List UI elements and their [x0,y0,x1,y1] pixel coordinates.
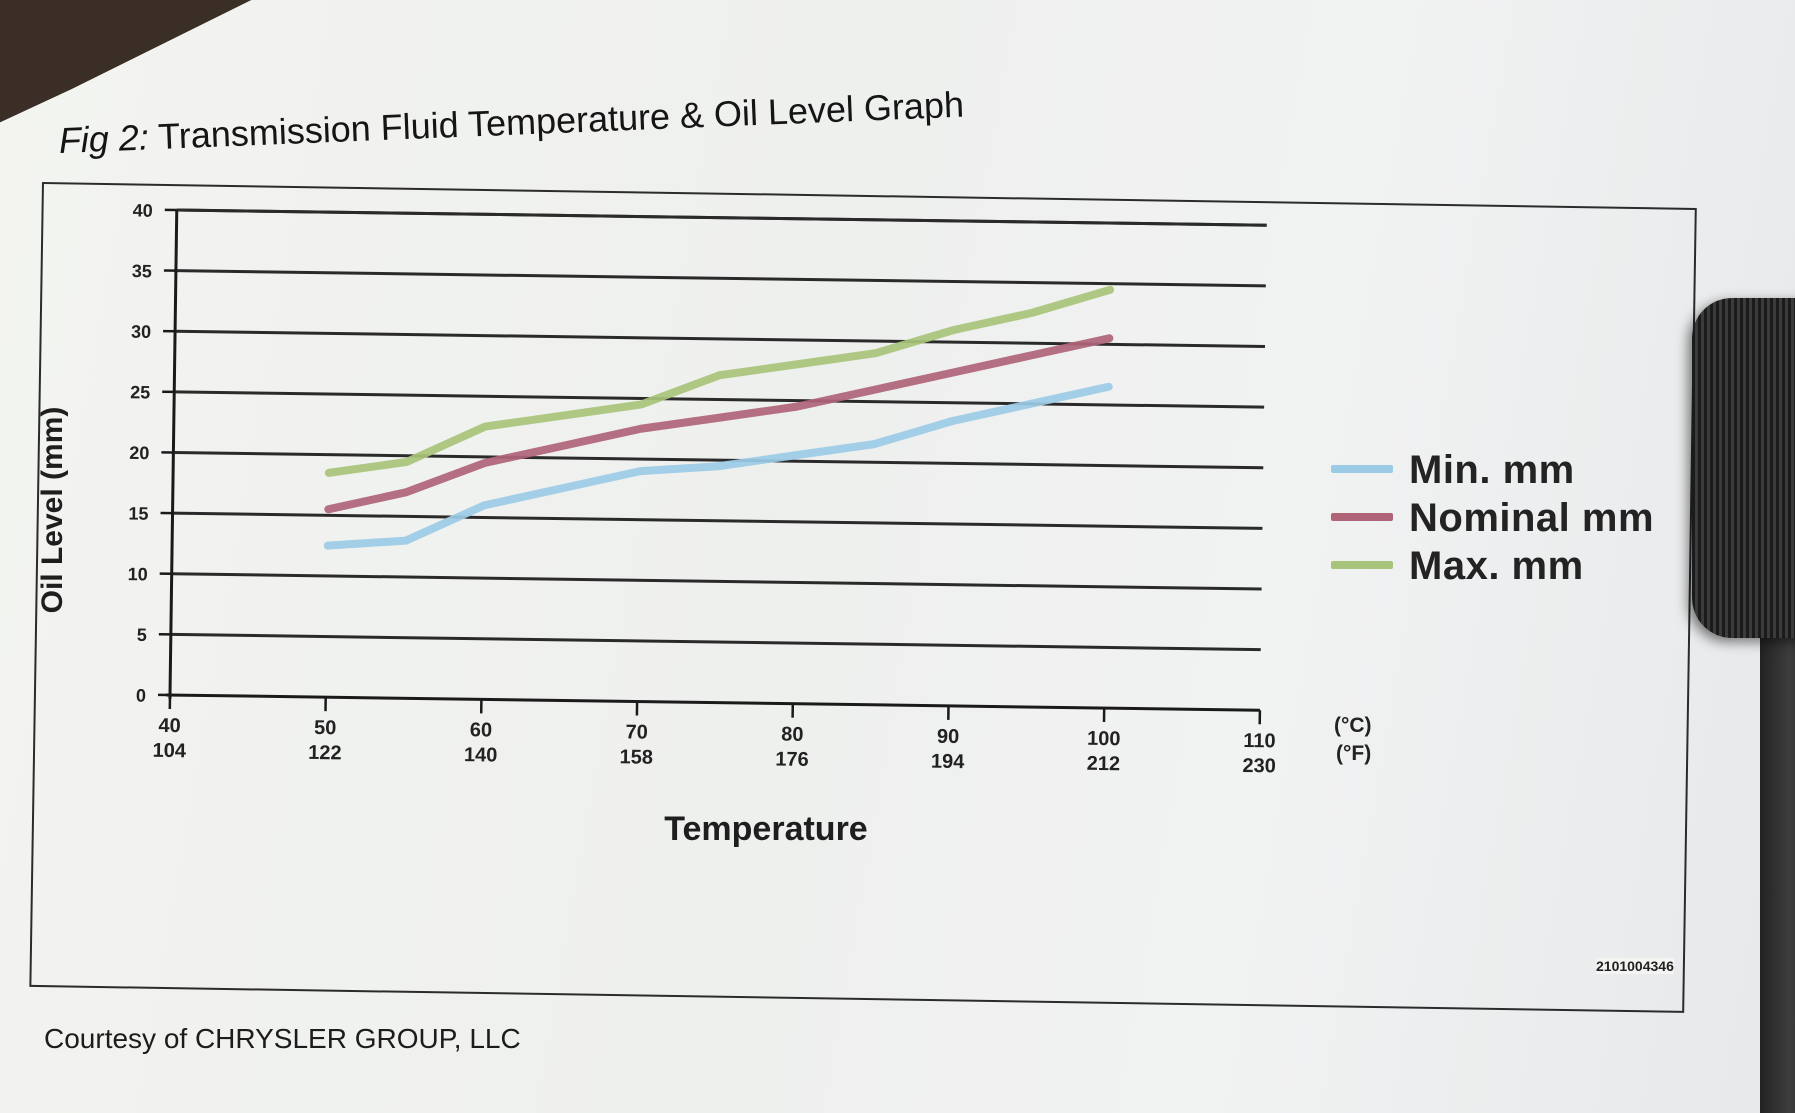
y-axis-line [168,210,179,700]
gridline [170,632,1261,652]
legend-item-nominal: Nominal mm [1325,496,1705,544]
series-line-min-mm [323,382,1113,550]
y-tick-label: 40 [133,200,153,220]
gridline [176,208,1267,227]
x-tick-label-fahrenheit: 158 [619,746,653,768]
x-tick-label-fahrenheit: 176 [775,748,809,770]
legend: Min. mm Nominal mm Max. mm [1325,448,1705,592]
x-tick-label-celsius: 110 [1243,730,1276,752]
x-axis-line [165,693,1260,712]
x-tick-label-fahrenheit: 122 [308,742,342,764]
legend-item-min: Min. mm [1325,448,1705,496]
legend-swatch-nominal [1331,513,1393,521]
knob-shaft [1760,630,1795,1113]
y-tick-label: 10 [128,564,148,584]
x-axis-title: Temperature [664,810,867,848]
gridline [175,269,1266,288]
gridline [174,390,1265,409]
gridline [173,451,1264,470]
gridline [171,572,1262,591]
figure-id-code: 2101004346 [1596,958,1674,974]
legend-label-max: Max. mm [1409,544,1584,588]
x-tick-label-fahrenheit: 104 [152,740,187,762]
legend-swatch-max [1331,561,1393,569]
x-tick-label-celsius: 90 [937,726,960,748]
x-tick-label-fahrenheit: 212 [1087,753,1121,775]
x-tick-label-celsius: 50 [314,717,337,739]
x-tick-label-fahrenheit: 194 [931,751,966,773]
y-tick-label: 5 [137,625,147,645]
x-tick-label-fahrenheit: 230 [1242,755,1276,777]
y-tick-label: 35 [132,261,152,281]
knurled-knob [1692,298,1795,638]
y-tick-label: 20 [129,443,149,463]
unit-celsius: (°C) [1334,714,1372,737]
y-tick-label: 0 [136,686,146,706]
y-tick-label: 15 [128,504,148,524]
legend-swatch-min [1331,465,1393,473]
series-line-nominal-mm [324,334,1114,514]
y-tick-label: 30 [131,322,151,342]
y-tick-label: 25 [130,382,150,402]
gridline [172,511,1263,530]
x-tick-label-fahrenheit: 140 [464,744,498,766]
legend-label-nominal: Nominal mm [1409,496,1655,540]
x-tick-label-celsius: 40 [158,715,181,737]
courtesy-note: Courtesy of CHRYSLER GROUP, LLC [44,1023,521,1054]
chart-plot-group: 0 5 10 15 20 25 30 35 40 40 104 50 122 60 140 70 158 8017… [128,200,1276,777]
x-tick-label-celsius: 100 [1087,728,1121,750]
series-line-max-mm [324,285,1115,477]
x-tick-label-celsius: 80 [781,724,804,746]
x-tick-label-celsius: 70 [625,721,648,743]
unit-fahrenheit: (°F) [1336,742,1372,765]
legend-label-min: Min. mm [1409,448,1575,492]
x-tick-label-celsius: 60 [470,719,493,741]
legend-item-max: Max. mm [1325,544,1705,592]
y-axis-title: Oil Level (mm) [36,407,69,614]
